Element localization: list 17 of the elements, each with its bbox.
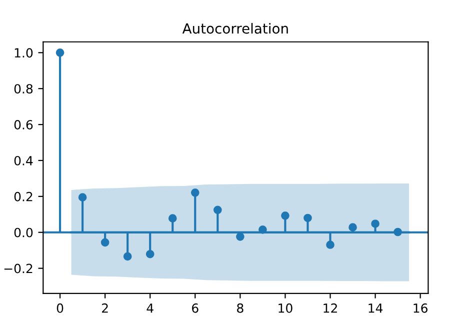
y-tick-label: 1.0 <box>14 48 33 58</box>
x-tick-label: 16 <box>414 303 428 313</box>
x-tick-label: 14 <box>368 304 383 313</box>
y-tick-label: 0.0 <box>14 228 33 238</box>
y-tick-label: 0.6 <box>14 120 33 130</box>
x-tick-label: 0 <box>56 303 64 313</box>
x-tick-label: 10 <box>278 303 292 313</box>
chart-title: Autocorrelation <box>182 22 288 34</box>
x-tick-label: 8 <box>237 303 244 313</box>
y-tick-label: −0.2 <box>4 264 32 274</box>
x-tick-label: 4 <box>146 304 154 313</box>
x-tick-label: 12 <box>324 303 337 313</box>
x-tick-label: 6 <box>192 303 198 313</box>
y-tick-label: 0.2 <box>14 192 32 202</box>
y-tick-label: 0.4 <box>14 156 33 166</box>
x-tick-label: 2 <box>102 303 108 313</box>
y-tick-label: 0.8 <box>14 84 33 94</box>
